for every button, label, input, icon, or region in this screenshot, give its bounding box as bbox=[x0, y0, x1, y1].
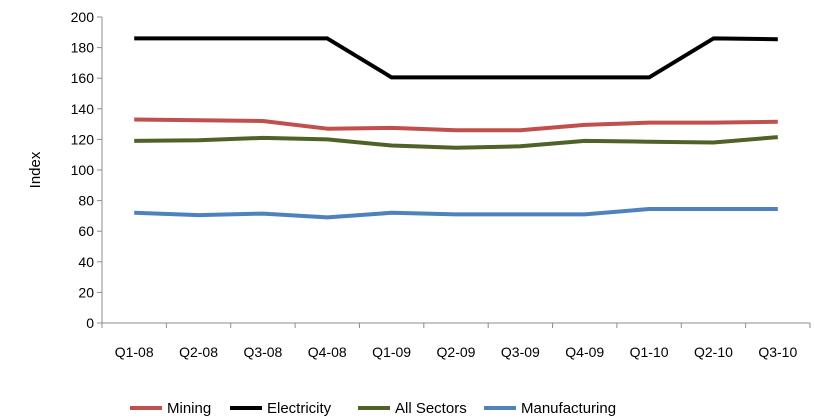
y-tick-label: 200 bbox=[71, 9, 95, 25]
legend-label: All Sectors bbox=[395, 400, 467, 417]
legend-label: Manufacturing bbox=[521, 400, 616, 417]
chart-axes bbox=[97, 16, 811, 328]
x-tick-label: Q2-08 bbox=[179, 344, 218, 360]
x-tick-label: Q4-08 bbox=[308, 344, 347, 360]
y-tick-label: 140 bbox=[71, 101, 95, 117]
chart-series bbox=[134, 36, 778, 220]
x-tick-label: Q3-08 bbox=[243, 344, 282, 360]
series-line-electricity bbox=[134, 36, 778, 80]
series-line-manufacturing bbox=[134, 207, 778, 220]
y-axis-title: Index bbox=[27, 151, 44, 188]
x-tick-label: Q2-09 bbox=[437, 344, 476, 360]
x-tick-label: Q1-09 bbox=[372, 344, 411, 360]
y-axis-ticks: 0 20 40 60 80 100 120 140 160 180 200 bbox=[71, 9, 95, 331]
series-line-mining bbox=[134, 117, 778, 133]
x-tick-label: Q2-10 bbox=[694, 344, 733, 360]
x-tick-label: Q3-10 bbox=[758, 344, 797, 360]
series-line-all-sectors bbox=[134, 135, 778, 150]
y-tick-label: 0 bbox=[86, 315, 94, 331]
y-tick-label: 20 bbox=[78, 284, 94, 300]
y-tick-label: 160 bbox=[71, 70, 95, 86]
x-tick-label: Q1-08 bbox=[115, 344, 154, 360]
x-tick-label: Q1-10 bbox=[630, 344, 669, 360]
legend-label: Mining bbox=[167, 400, 211, 417]
y-tick-label: 80 bbox=[78, 193, 94, 209]
y-tick-label: 100 bbox=[71, 162, 95, 178]
legend-label: Electricity bbox=[267, 400, 332, 417]
x-tick-label: Q4-09 bbox=[565, 344, 604, 360]
y-tick-label: 40 bbox=[78, 254, 94, 270]
x-tick-label: Q3-09 bbox=[501, 344, 540, 360]
chart-legend: Mining Electricity All Sectors Manufacturin… bbox=[130, 400, 616, 417]
y-tick-label: 60 bbox=[78, 223, 94, 239]
y-tick-label: 180 bbox=[71, 40, 95, 56]
x-axis-ticks: Q1-08 Q2-08 Q3-08 Q4-08 Q1-09 Q2-09 Q3-09 Q4-09… bbox=[115, 344, 798, 360]
y-tick-label: 120 bbox=[71, 131, 95, 147]
